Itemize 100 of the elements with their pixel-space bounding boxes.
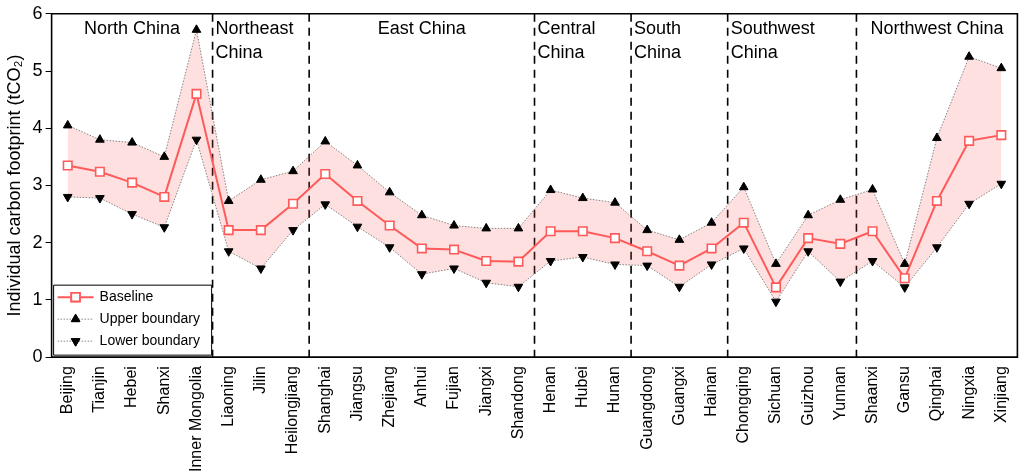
x-tick-label: Shanghai	[315, 366, 333, 434]
point	[320, 135, 331, 145]
point	[288, 165, 298, 175]
x-tick-label: Shandong	[508, 366, 526, 440]
x-tick-label: Ningxia	[959, 366, 977, 420]
point	[159, 191, 170, 202]
point	[867, 258, 878, 267]
x-tick-label: Gansu	[895, 366, 913, 414]
x-tick-label: Anhui	[412, 366, 430, 408]
point	[771, 298, 781, 308]
x-tick-label: Xinjiang	[991, 366, 1009, 424]
x-tick-label: Hainan	[701, 366, 719, 417]
point	[513, 283, 524, 293]
x-tick-label: Sichuan	[766, 366, 784, 424]
point	[706, 261, 717, 270]
x-tick-label: Inner Mongolia	[186, 366, 204, 472]
point	[481, 222, 492, 232]
x-tick-label: Guizhou	[798, 366, 816, 426]
point	[642, 246, 653, 257]
annotation: South China	[634, 17, 683, 62]
point	[513, 256, 524, 267]
y-tick-label: 3	[32, 174, 43, 195]
x-tick-label: Fujian	[444, 366, 462, 410]
point	[706, 217, 717, 226]
legend-label: Upper boundary	[99, 310, 201, 327]
x-tick-label: Jilin	[251, 366, 269, 394]
x-tick-label: Liaoning	[219, 366, 237, 427]
y-tick-label: 5	[32, 59, 43, 80]
annotation: North China	[84, 17, 182, 38]
point	[609, 233, 621, 244]
y-tick-label: 2	[32, 231, 43, 252]
x-tick-label: Beijing	[58, 366, 76, 415]
point	[867, 226, 878, 237]
point	[320, 168, 331, 180]
x-tick-label: Jiangsu	[347, 366, 365, 422]
point	[95, 134, 105, 143]
point	[288, 198, 299, 209]
point	[803, 233, 814, 244]
annotation: Central China	[537, 17, 596, 62]
annotation: East China	[377, 17, 467, 38]
point	[448, 244, 460, 255]
point	[320, 201, 331, 210]
x-tick-label: Heilongjiang	[283, 366, 301, 455]
point	[577, 226, 588, 237]
legend-label: Baseline	[99, 288, 154, 305]
x-tick-label: Jiangxi	[476, 366, 494, 416]
point	[674, 283, 685, 293]
point	[417, 271, 427, 280]
point	[417, 209, 427, 219]
x-tick-label: Zhejiang	[380, 366, 398, 428]
point	[738, 245, 749, 254]
y-tick-label: 0	[32, 346, 43, 367]
point	[835, 194, 846, 203]
point	[513, 222, 524, 232]
point	[223, 225, 234, 236]
legend-label: Lower boundary	[99, 332, 201, 349]
point	[867, 183, 878, 193]
x-tick-label: Qinghai	[927, 366, 945, 422]
point	[545, 258, 556, 267]
point	[996, 62, 1007, 72]
y-axis-title: Individual carbon footprint (tCO₂)	[3, 54, 24, 317]
point	[642, 224, 653, 234]
x-tick-label: Yunnan	[830, 366, 848, 421]
point	[996, 180, 1007, 190]
point	[545, 184, 556, 194]
point	[449, 220, 459, 229]
point	[223, 195, 234, 204]
point	[94, 166, 105, 177]
point	[127, 177, 138, 188]
point	[931, 195, 942, 206]
x-tick-label: Henan	[541, 366, 559, 414]
point	[610, 197, 620, 206]
annotation: Northwest China	[870, 17, 1005, 38]
point	[545, 226, 556, 237]
point	[899, 284, 910, 293]
point	[996, 130, 1007, 141]
x-tick-label: Guangdong	[637, 366, 655, 450]
y-tick-label: 4	[32, 117, 43, 138]
point	[449, 265, 459, 274]
point	[899, 273, 910, 284]
point	[127, 211, 137, 220]
point	[288, 227, 298, 236]
point	[256, 265, 266, 274]
x-tick-label: Shaanxi	[862, 366, 880, 424]
point	[384, 220, 395, 231]
annotation: Southwest China	[730, 17, 815, 62]
point	[964, 200, 974, 210]
x-tick-label: Tianjin	[90, 366, 108, 413]
point	[771, 258, 781, 267]
point	[932, 244, 942, 253]
point	[577, 254, 588, 263]
x-tick-label: Guangxi	[669, 366, 687, 426]
point	[62, 160, 73, 171]
point	[223, 248, 234, 257]
x-tick-label: Hebei	[122, 366, 140, 408]
point	[642, 262, 653, 272]
point	[964, 135, 975, 146]
point	[803, 248, 813, 257]
point	[384, 186, 395, 196]
point	[770, 282, 781, 293]
